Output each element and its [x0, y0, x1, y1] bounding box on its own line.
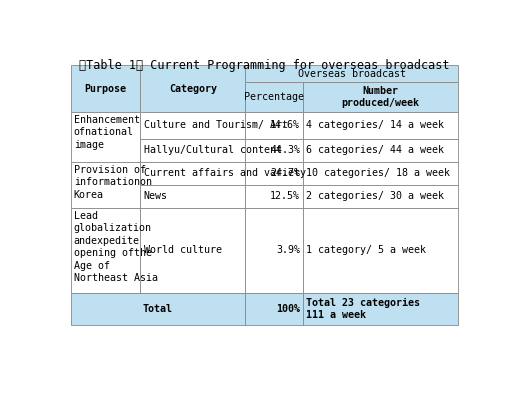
Text: Purpose: Purpose: [85, 83, 126, 94]
Bar: [245, 112, 303, 139]
Text: Number
produced/week: Number produced/week: [342, 86, 420, 108]
Text: 12.5%: 12.5%: [270, 192, 300, 201]
Bar: [71, 162, 140, 208]
Bar: [71, 65, 140, 112]
Text: 44.3%: 44.3%: [270, 145, 300, 155]
Text: 10 categories/ 18 a week: 10 categories/ 18 a week: [307, 168, 450, 178]
Text: News: News: [143, 192, 168, 201]
Text: Hallyu/Cultural content: Hallyu/Cultural content: [143, 145, 282, 155]
Bar: [303, 139, 458, 162]
Text: 14.6%: 14.6%: [270, 120, 300, 130]
Text: Enhancement
ofnational
image: Enhancement ofnational image: [74, 115, 140, 150]
Text: Percentage: Percentage: [244, 92, 304, 102]
Text: 3.9%: 3.9%: [276, 245, 300, 255]
Bar: [140, 162, 245, 185]
Text: Category: Category: [169, 83, 217, 94]
Text: 24.7%: 24.7%: [270, 168, 300, 178]
Text: Overseas broadcast: Overseas broadcast: [298, 69, 406, 79]
Bar: [303, 83, 458, 112]
Bar: [303, 112, 458, 139]
Text: Culture and Tourism/ Art: Culture and Tourism/ Art: [143, 120, 287, 130]
Bar: [303, 185, 458, 208]
Bar: [245, 65, 458, 83]
Text: World culture: World culture: [143, 245, 221, 255]
Text: Total: Total: [143, 304, 173, 314]
Bar: [71, 293, 245, 325]
Text: Current affairs and variety: Current affairs and variety: [143, 168, 305, 178]
Text: 4 categories/ 14 a week: 4 categories/ 14 a week: [307, 120, 444, 130]
Bar: [71, 112, 140, 162]
Bar: [303, 208, 458, 293]
Bar: [245, 83, 303, 112]
Bar: [140, 112, 245, 139]
Text: 6 categories/ 44 a week: 6 categories/ 44 a week: [307, 145, 444, 155]
Bar: [303, 162, 458, 185]
Bar: [245, 162, 303, 185]
Text: 〈Table 1〉 Current Programming for overseas broadcast: 〈Table 1〉 Current Programming for overse…: [79, 59, 450, 72]
Text: 100%: 100%: [276, 304, 300, 314]
Bar: [140, 208, 245, 293]
Bar: [245, 139, 303, 162]
Text: 1 category/ 5 a week: 1 category/ 5 a week: [307, 245, 426, 255]
Text: Lead
globalization
andexpedite
opening ofthe
Age of
Northeast Asia: Lead globalization andexpedite opening o…: [74, 211, 158, 283]
Bar: [245, 185, 303, 208]
Text: Provision of
informationon
Korea: Provision of informationon Korea: [74, 165, 152, 200]
Bar: [71, 208, 140, 293]
Bar: [140, 65, 245, 112]
Text: Total 23 categories
111 a week: Total 23 categories 111 a week: [307, 298, 421, 320]
Bar: [245, 293, 303, 325]
Bar: [140, 139, 245, 162]
Bar: [303, 293, 458, 325]
Bar: [140, 185, 245, 208]
Bar: [245, 208, 303, 293]
Text: 2 categories/ 30 a week: 2 categories/ 30 a week: [307, 192, 444, 201]
